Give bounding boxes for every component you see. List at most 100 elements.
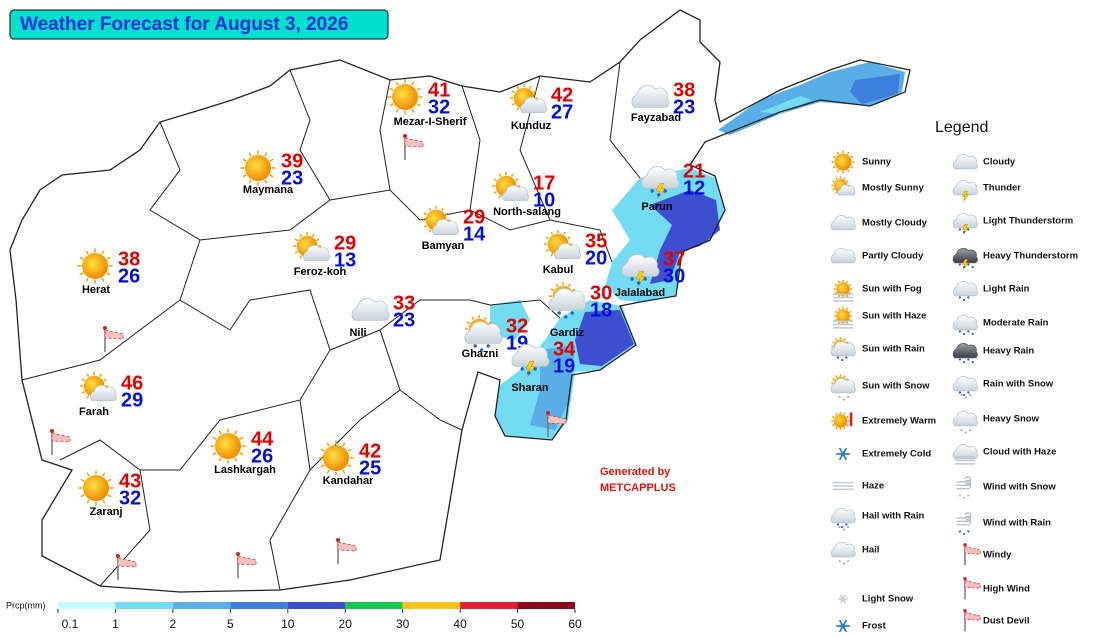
- sun-ray: [850, 155, 854, 159]
- cloud: [631, 85, 670, 108]
- drop: [963, 230, 966, 234]
- cloud: [830, 542, 856, 558]
- city-name: Gardiz: [550, 327, 585, 339]
- sun-ray: [218, 457, 222, 462]
- sun-ray: [466, 321, 471, 325]
- cloud: [952, 180, 978, 196]
- sun-ray: [845, 321, 849, 325]
- sun-ray: [107, 494, 112, 498]
- city-name: Jalalabad: [615, 287, 665, 299]
- drop: [846, 525, 850, 529]
- drop: [841, 525, 844, 529]
- legend-label: Thunder: [983, 183, 1021, 194]
- weather-icon: [952, 411, 978, 434]
- drop: [960, 428, 963, 432]
- sun-ray: [837, 307, 841, 311]
- legend-label: Extremely Warm: [862, 416, 936, 427]
- sun-ray: [846, 341, 849, 344]
- legend-label: Sun with Snow: [862, 381, 930, 392]
- sun-ray: [848, 310, 852, 314]
- city-name: Mezar-I-Sherif: [394, 116, 467, 128]
- sun-ray: [832, 165, 836, 169]
- scale-segment: [287, 602, 346, 609]
- cloud: [520, 96, 547, 114]
- drop: [963, 298, 966, 302]
- low-temperature: 13: [334, 249, 356, 271]
- drop: [533, 367, 537, 371]
- legend-label: Light Rain: [983, 284, 1030, 295]
- sun-ray: [848, 283, 852, 287]
- drop: [846, 395, 850, 399]
- sun-ray: [347, 448, 352, 452]
- drop: [958, 263, 962, 266]
- snowflake: [838, 447, 848, 461]
- weather-icon: [836, 447, 850, 461]
- drop: [838, 395, 841, 399]
- drop: [557, 311, 561, 315]
- sun-ray: [326, 469, 330, 474]
- scale-segment: [172, 602, 231, 609]
- sun-ray: [483, 316, 487, 321]
- drop: [643, 277, 647, 281]
- drop: [842, 398, 845, 401]
- legend-label: Hail with Rain: [862, 511, 924, 522]
- sun-ray: [836, 169, 840, 173]
- high-temperature: 41: [428, 79, 450, 101]
- sun-ray: [79, 256, 84, 260]
- drop: [845, 523, 848, 526]
- sun-ray: [416, 103, 421, 107]
- drop: [663, 189, 667, 193]
- sun: [834, 153, 852, 171]
- drop: [963, 496, 966, 500]
- weather-icon: [830, 215, 856, 231]
- high-temperature: 38: [118, 248, 140, 270]
- sun-ray: [511, 102, 516, 106]
- sun-ray: [85, 277, 89, 282]
- sun-ray: [845, 294, 849, 298]
- sun-ray: [498, 195, 502, 199]
- sun-ray: [837, 280, 841, 284]
- drop: [520, 367, 524, 371]
- sun-ray: [264, 152, 268, 157]
- windsock-marker: [103, 326, 124, 352]
- pole-top: [963, 609, 967, 613]
- drop: [967, 263, 970, 266]
- sun-ray: [248, 179, 252, 184]
- sun-ray: [347, 464, 352, 468]
- city-name: Kunduz: [511, 120, 552, 132]
- scale-label: 60: [568, 617, 582, 631]
- sun-ray: [846, 151, 850, 155]
- sun-ray: [515, 178, 519, 182]
- windsock: [337, 541, 357, 552]
- city-name: Lashkargah: [214, 464, 276, 476]
- scale-segment: [58, 602, 116, 609]
- sun-ray: [411, 108, 415, 113]
- sun-ray: [845, 280, 849, 284]
- sun-ray: [832, 378, 835, 381]
- sun-ray: [389, 103, 394, 107]
- high-temperature: 37: [663, 248, 685, 270]
- legend-label: Heavy Snow: [983, 414, 1040, 425]
- drop: [967, 296, 970, 299]
- weather-icon: [832, 279, 854, 302]
- weather-icon: [956, 476, 972, 500]
- scale-label: 20: [339, 617, 353, 631]
- sun-ray: [493, 178, 498, 182]
- sun-ray: [389, 87, 394, 91]
- drop: [846, 559, 850, 563]
- drop: [564, 315, 568, 319]
- sun-ray: [493, 190, 498, 194]
- bolt: [635, 270, 646, 287]
- sun-ray: [269, 158, 274, 162]
- weather-icon: [511, 344, 550, 377]
- weather-icon: [952, 180, 978, 202]
- scale-label: 0.1: [62, 617, 79, 631]
- high-temperature: 21: [683, 160, 705, 182]
- weather-icon: [240, 150, 276, 186]
- cloud: [830, 508, 856, 524]
- drop: [971, 332, 974, 336]
- drop: [637, 281, 641, 285]
- low-temperature: 12: [683, 177, 705, 199]
- sun-ray: [835, 412, 838, 416]
- bolt: [962, 224, 969, 235]
